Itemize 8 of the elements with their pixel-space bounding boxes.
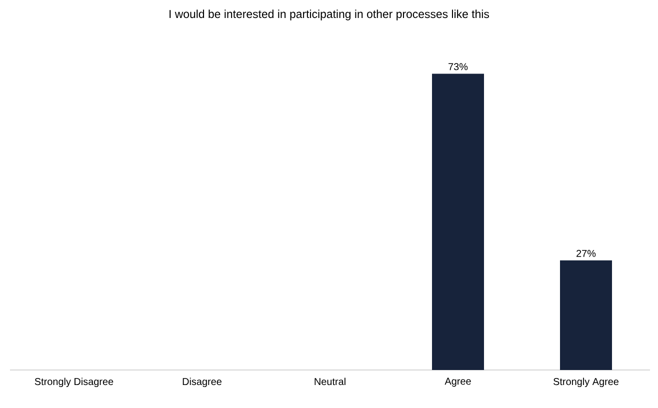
x-tick-label: Agree bbox=[444, 378, 471, 387]
x-tick-label: Strongly Agree bbox=[554, 378, 618, 388]
x-tick-label: Strongly Disagree bbox=[34, 378, 114, 388]
x-tick-label: Neutral bbox=[314, 378, 346, 386]
chart-title: I would be interested in participating in other processes like this bbox=[170, 10, 490, 20]
data-label: 27% bbox=[576, 250, 596, 257]
data-label: 73% bbox=[448, 63, 468, 70]
x-tick-label: Disagree bbox=[182, 378, 222, 388]
